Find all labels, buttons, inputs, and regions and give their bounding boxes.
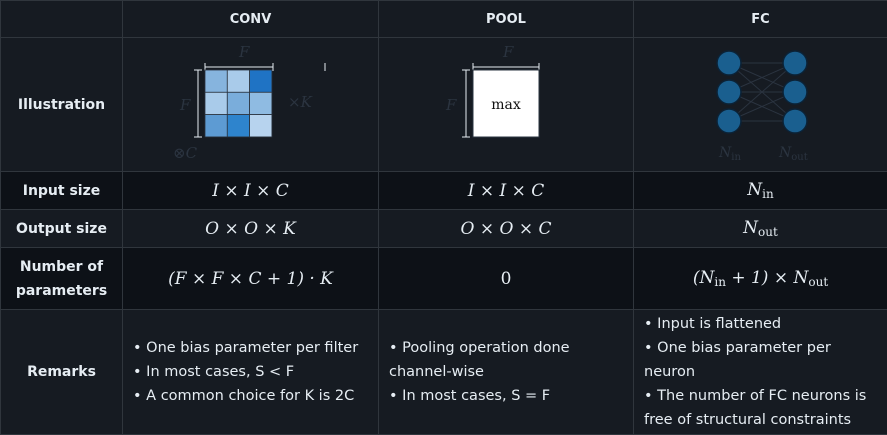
fc-output-size: Nout — [633, 209, 887, 248]
conv-kernel-cell — [226, 114, 251, 138]
conv-params: (F × F × C + 1) · K — [122, 247, 379, 310]
conv-remarks: • One bias parameter per filter • In mos… — [122, 309, 379, 435]
fc-input-size: Nin — [633, 171, 887, 210]
conv-kernel-cell — [249, 114, 273, 138]
header-fc: FC — [633, 0, 887, 38]
params-row: Number of parameters (F × F × C + 1) · K… — [0, 247, 887, 310]
row-label-remarks: Remarks — [0, 309, 123, 435]
neuron-node — [782, 79, 808, 105]
fc-params: (Nin + 1) × Nout — [633, 247, 887, 310]
remark-item: • The number of FC neurons is free of st… — [644, 388, 867, 428]
remark-item: • In most cases, S < F — [133, 364, 295, 380]
row-label-params: Number of parameters — [0, 247, 123, 310]
fc-illustration: Nin Nout — [633, 37, 887, 172]
conv-f-top: F — [238, 43, 250, 61]
pool-remarks: • Pooling operation done channel-wise • … — [378, 309, 634, 435]
remark-item: • One bias parameter per neuron — [644, 340, 831, 380]
conv-kernel-cell — [204, 114, 228, 138]
remarks-row: Remarks • One bias parameter per filter … — [0, 309, 887, 435]
conv-f-left: F — [179, 96, 191, 114]
pool-output-size: O × O × C — [378, 209, 634, 248]
header-conv: CONV — [122, 0, 379, 38]
neuron-node — [716, 108, 742, 134]
row-label-output-size: Output size — [0, 209, 123, 248]
conv-kernel-cell — [204, 91, 228, 115]
fc-remarks: • Input is flattened • One bias paramete… — [633, 309, 887, 435]
output-size-row: Output size O × O × K O × O × C Nout — [0, 209, 887, 248]
row-label-illustration: Illustration — [0, 37, 123, 172]
pool-input-size: I × I × C — [378, 171, 634, 210]
conv-kernel-cell — [249, 91, 273, 115]
remark-item: • Input is flattened — [644, 316, 782, 332]
neuron-node — [716, 79, 742, 105]
conv-kernel-cell — [226, 91, 251, 115]
neuron-node — [716, 50, 742, 76]
remark-item: • A common choice for K is 2C — [133, 388, 355, 404]
header-pool: POOL — [378, 0, 634, 38]
remark-item: • Pooling operation done channel-wise — [389, 340, 570, 380]
neuron-node — [782, 50, 808, 76]
row-label-input-size: Input size — [0, 171, 123, 210]
pool-max-box — [472, 69, 540, 138]
pool-params: 0 — [378, 247, 634, 310]
header-corner — [0, 0, 123, 38]
conv-input-size: I × I × C — [122, 171, 379, 210]
conv-illustration: F F ×K ⊗C — [122, 37, 394, 172]
conv-kernel-grid — [204, 69, 273, 138]
pool-illustration: F F max — [378, 37, 634, 172]
fc-diagram: Nin Nout — [716, 50, 808, 163]
fc-nin-label: Nin — [718, 145, 741, 163]
illustration-row: Illustration F F ×K ⊗C — [0, 37, 887, 172]
pool-max-label: max — [491, 97, 521, 113]
fc-nout-label: Nout — [778, 145, 808, 163]
remark-item: • In most cases, S = F — [389, 388, 551, 404]
pool-f-top: F — [502, 43, 514, 61]
conv-c-label: ⊗C — [173, 144, 198, 162]
conv-diagram: F F ×K ⊗C — [173, 43, 394, 162]
conv-kernel-cell — [226, 69, 251, 93]
remark-item: • One bias parameter per filter — [133, 340, 359, 356]
pool-diagram: F F max — [445, 43, 540, 138]
conv-k-label: ×K — [288, 93, 313, 111]
pool-f-left: F — [445, 96, 457, 114]
conv-output-size: O × O × K — [122, 209, 379, 248]
neuron-node — [782, 108, 808, 134]
header-row: CONV POOL FC — [0, 0, 887, 38]
conv-kernel-cell — [204, 69, 228, 93]
conv-kernel-cell — [249, 69, 273, 93]
input-size-row: Input size I × I × C I × I × C Nin — [0, 171, 887, 210]
